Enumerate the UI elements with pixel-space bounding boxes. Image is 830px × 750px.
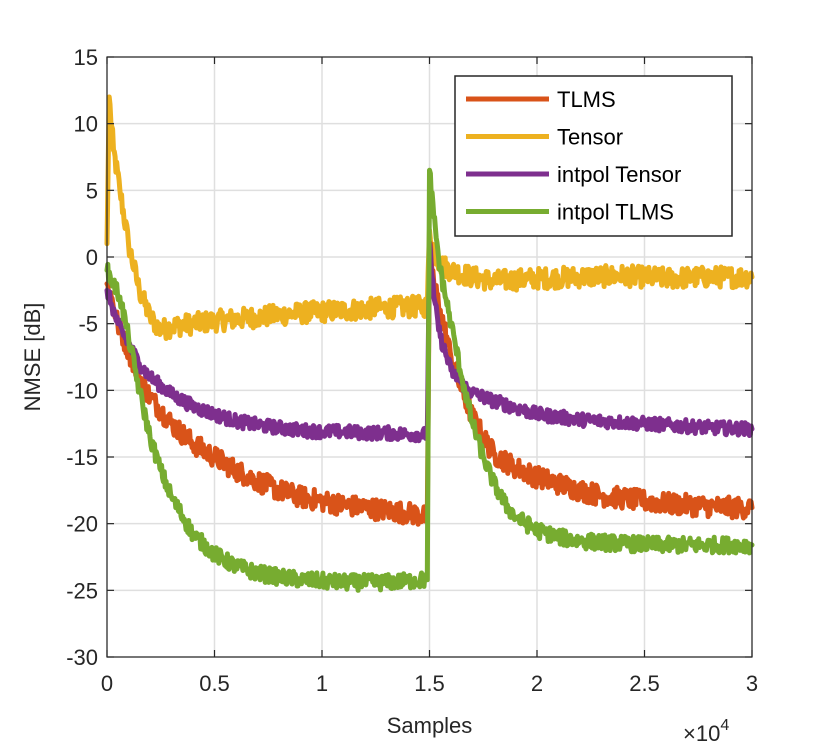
legend-label: intpol Tensor [557,162,681,187]
y-tick-label: -30 [66,645,98,670]
series-line-intpol-tlms [104,167,755,593]
y-tick-label: -15 [66,445,98,470]
x-exponent-base: ×10 [683,721,720,746]
legend-label: intpol TLMS [557,200,674,225]
x-exponent-label: ×104 [683,717,729,746]
x-tick-label: 2.5 [629,671,660,696]
x-tick-label: 1 [316,671,328,696]
legend: TLMS Tensor intpol Tensor intpol TLMS [454,75,733,237]
legend-label: Tensor [557,125,623,150]
x-tick-label: 1.5 [414,671,445,696]
x-tick-label: 0.5 [199,671,230,696]
legend-label: TLMS [557,87,616,112]
x-exponent-power: 4 [720,717,729,734]
x-tick-label: 0 [101,671,113,696]
y-tick-label: -5 [78,312,98,337]
y-axis-label: NMSE [dB] [20,303,45,412]
ticks: 0 0.5 1 1.5 2 2.5 3 -30 -25 -20 -15 -10 -5 0 5 10 15 [66,45,758,696]
y-tick-label: 0 [86,245,98,270]
y-tick-label: -10 [66,378,98,403]
y-tick-label: 5 [86,178,98,203]
y-tick-label: 15 [74,45,98,70]
y-tick-label: 10 [74,112,98,137]
series-layer [104,94,755,593]
y-tick-label: -25 [66,578,98,603]
y-tick-label: -20 [66,512,98,537]
x-tick-label: 3 [746,671,758,696]
x-tick-label: 2 [531,671,543,696]
x-axis-label: Samples [387,713,473,738]
